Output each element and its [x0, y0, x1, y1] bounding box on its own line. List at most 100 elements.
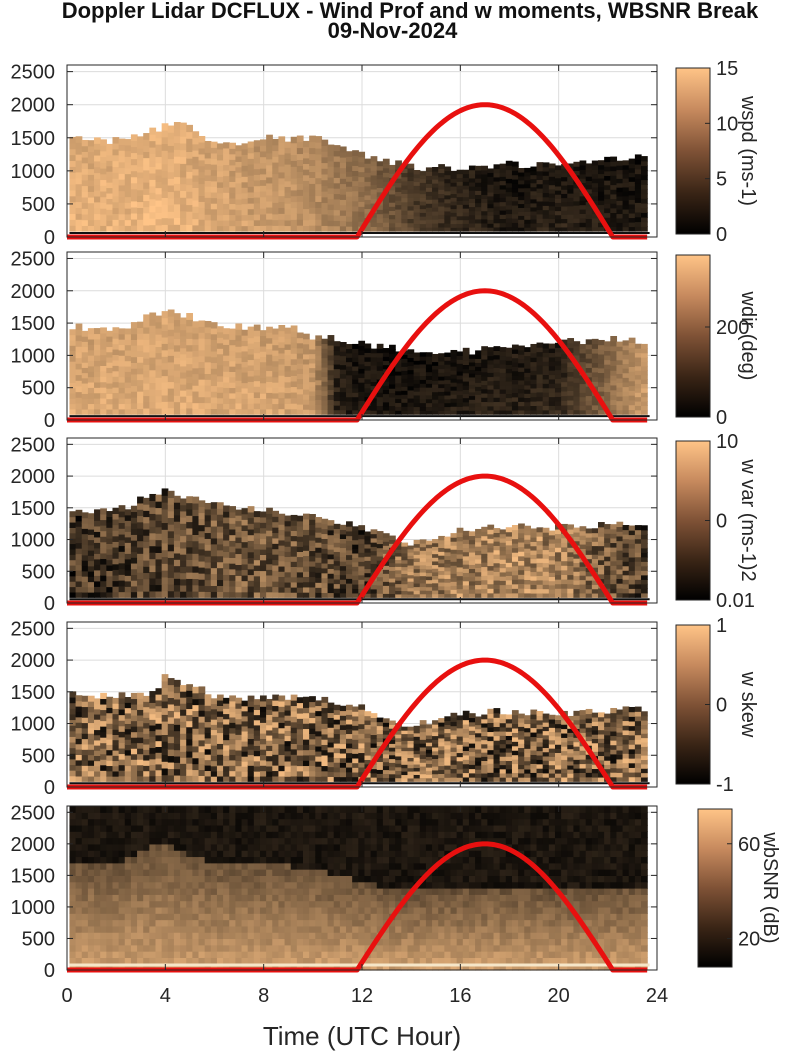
heatmap-cell: [616, 182, 624, 188]
heatmap-cell: [407, 581, 415, 585]
heatmap-cell: [407, 545, 415, 550]
heatmap-cell: [456, 394, 464, 400]
heatmap-cell: [554, 565, 562, 571]
heatmap-cell: [69, 730, 77, 737]
heatmap-cell: [106, 225, 114, 232]
heatmap-cell: [106, 532, 114, 539]
heatmap-cell: [468, 222, 476, 228]
heatmap-cell: [161, 522, 169, 530]
heatmap-cell: [499, 351, 507, 357]
heatmap-cell: [339, 355, 347, 361]
heatmap-cell: [481, 186, 488, 191]
heatmap-cell: [272, 510, 280, 517]
heatmap-cell: [106, 203, 114, 210]
heatmap-cell: [585, 353, 593, 359]
heatmap-cell: [210, 164, 218, 171]
heatmap-cell: [303, 529, 310, 536]
heatmap-cell: [628, 352, 636, 358]
heatmap-cell: [100, 392, 107, 399]
heatmap-cell: [499, 167, 507, 173]
heatmap-cell: [290, 201, 298, 209]
heatmap-cell: [462, 196, 470, 201]
heatmap-cell: [548, 214, 556, 219]
heatmap-cell: [364, 185, 372, 191]
heatmap-cell: [548, 222, 556, 228]
heatmap-cell: [505, 549, 513, 555]
heatmap-cell: [247, 348, 255, 355]
heatmap-cell: [450, 581, 458, 586]
heatmap-cell: [616, 355, 624, 361]
heatmap-cell: [641, 216, 648, 223]
heatmap-cell: [186, 204, 193, 212]
heatmap-cell: [370, 580, 378, 586]
heatmap-cell: [94, 349, 101, 356]
heatmap-cell: [542, 584, 550, 590]
heatmap-cell: [130, 182, 138, 190]
heatmap-cell: [591, 191, 599, 197]
heatmap-cell: [554, 173, 562, 179]
heatmap-cell: [468, 214, 476, 220]
heatmap-cell: [106, 176, 114, 183]
heatmap-cell: [444, 387, 452, 392]
heatmap-cell: [180, 335, 187, 343]
heatmap-cell: [548, 197, 556, 203]
heatmap-cell: [235, 553, 243, 560]
heatmap-cell: [124, 196, 132, 203]
heatmap-cell: [438, 555, 445, 560]
heatmap-cell: [315, 552, 323, 558]
heatmap-cell: [401, 193, 409, 199]
heatmap-cell: [161, 136, 169, 145]
heatmap-cell: [598, 367, 605, 374]
heatmap-cell: [130, 517, 138, 524]
heatmap-cell: [598, 160, 605, 166]
heatmap-cell: [81, 393, 89, 400]
heatmap-cell: [352, 374, 359, 380]
heatmap-cell: [186, 388, 193, 396]
heatmap-cell: [395, 580, 402, 585]
heatmap-cell: [628, 574, 636, 580]
heatmap-cell: [173, 142, 181, 150]
heatmap-cell: [94, 381, 101, 388]
heatmap-cell: [573, 558, 581, 564]
heatmap-cell: [130, 545, 138, 553]
heatmap-cell: [309, 189, 316, 196]
heatmap-cell: [180, 383, 187, 391]
heatmap-cell: [610, 542, 618, 548]
heatmap-cell: [143, 364, 150, 372]
heatmap-cell: [634, 561, 642, 567]
heatmap-cell: [598, 592, 605, 598]
heatmap-cell: [266, 348, 273, 355]
heatmap-cell: [493, 558, 501, 564]
heatmap-cell: [413, 227, 421, 232]
heatmap-cell: [505, 178, 513, 184]
heatmap-cell: [530, 567, 538, 573]
heatmap-cell: [100, 185, 107, 192]
heatmap-cell: [438, 410, 445, 415]
heatmap-cell: [598, 200, 605, 206]
heatmap-cell: [604, 189, 611, 195]
heatmap-cell: [173, 590, 181, 598]
heatmap-cell: [579, 526, 587, 532]
heatmap-cell: [456, 575, 464, 581]
heatmap-cell: [487, 180, 495, 185]
heatmap-cell: [548, 361, 556, 367]
heatmap-cell: [327, 198, 335, 205]
heatmap-cell: [493, 222, 501, 228]
heatmap-cell: [346, 151, 353, 157]
heatmap-cell: [161, 707, 169, 715]
heatmap-cell: [511, 561, 519, 567]
heatmap-cell: [573, 222, 581, 228]
heatmap-cell: [524, 539, 531, 545]
heatmap-cell: [284, 180, 292, 187]
heatmap-cell: [456, 192, 464, 198]
heatmap-cell: [401, 406, 409, 411]
heatmap-cell: [499, 529, 507, 535]
heatmap-cell: [518, 560, 525, 566]
heatmap-cell: [296, 177, 304, 184]
heatmap-cell: [493, 388, 501, 394]
heatmap-cell: [69, 225, 77, 232]
heatmap-cell: [634, 178, 642, 184]
heatmap-cell: [161, 774, 169, 782]
heatmap-cell: [315, 189, 323, 197]
heatmap-cell: [382, 589, 390, 594]
